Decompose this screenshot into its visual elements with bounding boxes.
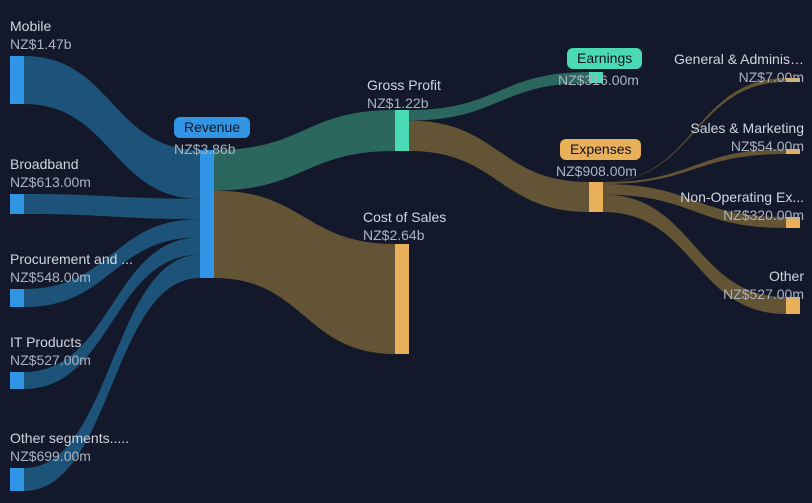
- value-expenses: NZ$908.00m: [556, 162, 637, 180]
- label-value: NZ$1.47b: [10, 35, 71, 53]
- label-name: Other segments.....: [10, 430, 129, 446]
- node-costofsales[interactable]: [395, 244, 409, 354]
- label-name: Other: [769, 268, 804, 284]
- node-broadband[interactable]: [10, 194, 24, 214]
- label-value: NZ$316.00m: [558, 71, 639, 89]
- label-name: Sales & Marketing: [690, 119, 804, 137]
- label-value: NZ$320.00m: [680, 206, 804, 224]
- label-itproducts: IT Products NZ$527.00m: [10, 333, 91, 369]
- node-mobile[interactable]: [10, 56, 24, 104]
- label-name: General & Administrative: [674, 50, 804, 68]
- node-expenses[interactable]: [589, 182, 603, 212]
- label-name: Procurement and ...: [10, 251, 133, 267]
- node-revenue[interactable]: [200, 150, 214, 278]
- node-itproducts[interactable]: [10, 372, 24, 389]
- value-revenue: NZ$3.86b: [174, 140, 235, 158]
- label-name: Cost of Sales: [363, 209, 446, 225]
- label-other: Other NZ$527.00m: [723, 267, 804, 303]
- node-grossprofit[interactable]: [395, 110, 409, 151]
- flow-broadband-to-revenue: [24, 194, 200, 219]
- pill-revenue[interactable]: Revenue: [174, 117, 250, 138]
- label-name: Mobile: [10, 18, 51, 34]
- label-value: NZ$548.00m: [10, 268, 133, 286]
- label-value: NZ$699.00m: [10, 447, 129, 465]
- label-broadband: Broadband NZ$613.00m: [10, 155, 91, 191]
- label-grossprofit: Gross Profit NZ$1.22b: [367, 76, 441, 112]
- node-procurement[interactable]: [10, 289, 24, 307]
- label-value: NZ$1.22b: [367, 94, 441, 112]
- label-name: Non-Operating Ex...: [680, 189, 804, 205]
- value-earnings: NZ$316.00m: [558, 71, 639, 89]
- pill-expenses[interactable]: Expenses: [560, 139, 641, 160]
- label-value: NZ$54.00m: [690, 137, 804, 155]
- label-value: NZ$7.00m: [674, 68, 804, 86]
- label-name: IT Products: [10, 334, 81, 350]
- label-value: NZ$527.00m: [10, 351, 91, 369]
- label-costofsales: Cost of Sales NZ$2.64b: [363, 208, 446, 244]
- label-value: NZ$908.00m: [556, 162, 637, 180]
- label-name: Broadband: [10, 156, 79, 172]
- node-othersegments[interactable]: [10, 468, 24, 491]
- sankey-canvas: Mobile NZ$1.47b Broadband NZ$613.00m Pro…: [0, 0, 812, 503]
- label-value: NZ$3.86b: [174, 140, 235, 158]
- label-sm: Sales & Marketing NZ$54.00m: [690, 119, 804, 155]
- label-ga: General & Administrative NZ$7.00m: [674, 50, 804, 86]
- pill-earnings[interactable]: Earnings: [567, 48, 642, 69]
- label-procurement: Procurement and ... NZ$548.00m: [10, 250, 133, 286]
- label-name: Gross Profit: [367, 77, 441, 93]
- label-value: NZ$527.00m: [723, 285, 804, 303]
- label-mobile: Mobile NZ$1.47b: [10, 17, 71, 53]
- label-nonop: Non-Operating Ex... NZ$320.00m: [680, 188, 804, 224]
- label-value: NZ$613.00m: [10, 173, 91, 191]
- label-othersegments: Other segments..... NZ$699.00m: [10, 429, 129, 465]
- label-value: NZ$2.64b: [363, 226, 446, 244]
